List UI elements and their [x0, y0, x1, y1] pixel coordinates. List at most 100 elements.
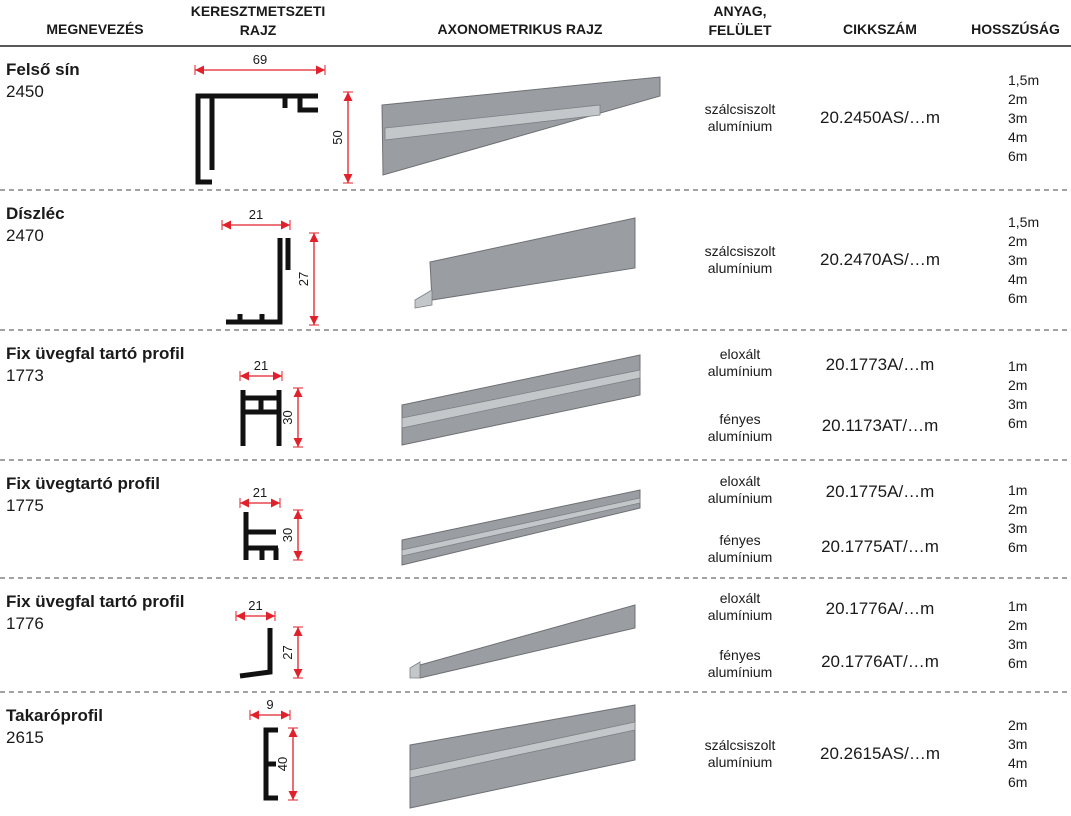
width-label: 21 [253, 485, 267, 500]
length: 3m [1008, 636, 1028, 652]
length: 6m [1008, 774, 1028, 790]
profile-section [239, 628, 273, 679]
length: 4m [1008, 128, 1028, 145]
width-label: 21 [249, 207, 263, 222]
material: szálcsiszolt alumínium [704, 243, 776, 276]
height-label: 50 [330, 130, 345, 144]
length: 4m [1008, 270, 1028, 287]
axonometric-detail [401, 369, 641, 429]
header-cross-2: RAJZ [239, 22, 277, 38]
length: 6m [1008, 655, 1028, 671]
material: fényes alumínium [707, 410, 773, 444]
material-cell: eloxált alumínium fényes alumínium [688, 330, 792, 460]
length-cell: 1m 2m 3m 6m [1008, 578, 1068, 692]
header-axonometric: AXONOMETRIKUS RAJZ [437, 21, 603, 37]
article-cell: 20.1775A/…m 20.1775AT/…m [800, 460, 960, 578]
article-cell: 20.2615AS/…m [800, 692, 960, 816]
article-number: 20.1775A/…m [825, 481, 935, 501]
length: 1m [1008, 358, 1028, 374]
product-code: 1776 [6, 614, 44, 633]
profile-section [226, 238, 291, 325]
product-code: 1773 [6, 366, 44, 385]
table-row: Takaróprofil 2615 szálcsiszolt alumínium 20… [0, 692, 1071, 816]
material-cell: eloxált alumínium fényes alumínium [688, 460, 792, 578]
length: 2m [1008, 501, 1028, 517]
profile-section [195, 93, 318, 185]
article-cell: 20.2450AS/…m [800, 46, 960, 190]
width-label: 9 [266, 697, 273, 712]
article-number: 20.1776A/…m [825, 598, 935, 618]
length: 1,5m [1008, 71, 1040, 88]
profile-section [263, 727, 278, 801]
length-cell: 2m 3m 4m 6m [1008, 692, 1068, 816]
article-cell: 20.1776A/…m 20.1776AT/…m [800, 578, 960, 692]
length: 2m [1008, 377, 1028, 393]
material-cell: szálcsiszolt alumínium [688, 692, 792, 816]
length: 1m [1008, 482, 1028, 498]
product-name: Takaróprofil [6, 706, 103, 725]
axonometric-profile [381, 76, 661, 176]
material: fényes alumínium [707, 531, 773, 565]
header-article: CIKKSZÁM [843, 21, 917, 37]
axonometric-detail [409, 721, 636, 779]
length: 2m [1008, 617, 1028, 633]
product-name: Fix üvegfal tartó profil [6, 592, 185, 611]
table-row: Díszléc 2470 szálcsiszolt alumínium 20.2470… [0, 190, 1071, 330]
length: 2m [1008, 90, 1028, 107]
height-label: 30 [280, 528, 295, 542]
header-cross-1: KERESZTMETSZETI [190, 3, 326, 19]
header-material-2: FELÜLET [708, 22, 772, 38]
length: 1,5m [1008, 213, 1040, 230]
material: fényes alumínium [707, 646, 773, 680]
article-number: 20.2615AS/…m [819, 744, 940, 763]
length: 4m [1008, 755, 1028, 771]
length: 3m [1008, 520, 1028, 536]
length: 3m [1008, 396, 1028, 412]
material: eloxált alumínium [707, 345, 773, 379]
article-number: 20.2450AS/…m [819, 108, 940, 127]
table-row: Fix üvegfal tartó profil 1773 eloxált alum… [0, 330, 1071, 460]
height-label: 30 [280, 410, 295, 424]
length-cell: 1m 2m 3m 6m [1008, 330, 1068, 460]
length: 6m [1008, 289, 1028, 306]
length: 3m [1008, 251, 1028, 268]
table-row: Fix üvegtartó profil 1775 eloxált alumíniu… [0, 460, 1071, 578]
article-cell: 20.2470AS/…m [800, 190, 960, 330]
product-code: 1775 [6, 496, 44, 515]
width-label: 69 [253, 52, 267, 67]
height-label: 27 [296, 272, 311, 286]
table-row: Felső sín 2450 szálcsiszolt alumínium 20.24… [0, 46, 1071, 190]
table-row: Fix üvegfal tartó profil 1776 eloxált alum… [0, 578, 1071, 692]
material-cell: szálcsiszolt alumínium [688, 46, 792, 190]
length: 6m [1008, 147, 1028, 164]
height-label: 40 [275, 757, 290, 771]
product-code: 2615 [6, 728, 44, 747]
header-length: HOSSZÚSÁG [971, 21, 1060, 37]
profile-section [243, 512, 279, 560]
length: 6m [1008, 539, 1028, 555]
product-name: Fix üvegtartó profil [6, 474, 160, 493]
material-cell: eloxált alumínium fényes alumínium [688, 578, 792, 692]
axonometric-profile [429, 217, 636, 301]
axonometric-detail [414, 289, 433, 309]
material-cell: szálcsiszolt alumínium [688, 190, 792, 330]
article-number: 20.2470AS/…m [819, 250, 940, 269]
axonometric-profile [409, 704, 636, 809]
width-label: 21 [254, 358, 268, 373]
length: 3m [1008, 109, 1028, 126]
article-number: 20.1776AT/…m [821, 651, 939, 671]
material: szálcsiszolt alumínium [704, 101, 776, 134]
width-label: 21 [248, 598, 262, 613]
product-code: 2470 [6, 226, 44, 245]
height-label: 27 [280, 645, 295, 659]
product-name: Díszléc [6, 204, 65, 223]
product-name: Fix üvegfal tartó profil [6, 344, 185, 363]
axonometric-detail [401, 497, 641, 557]
header-name: MEGNEVEZÉS [46, 21, 144, 37]
length-cell: 1m 2m 3m 6m [1008, 460, 1068, 578]
article-number: 20.1773A/…m [825, 354, 935, 374]
length: 6m [1008, 415, 1028, 431]
product-code: 2450 [6, 82, 44, 101]
